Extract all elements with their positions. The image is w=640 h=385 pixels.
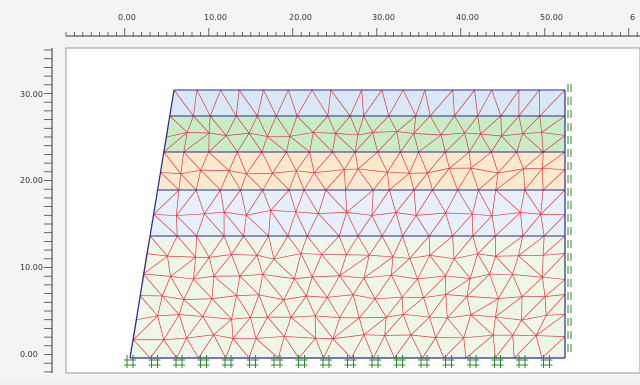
soil-layer-5[interactable] xyxy=(130,236,565,358)
soil-layer-3[interactable] xyxy=(158,152,565,190)
ruler-y-label-20: 20.00 xyxy=(20,176,43,185)
soil-layer-1[interactable] xyxy=(170,90,565,116)
ruler-x-label-30: 30.00 xyxy=(372,13,395,22)
ruler-x-label-60: 6 xyxy=(630,13,635,22)
ruler-y-label-10: 10.00 xyxy=(20,263,43,272)
ruler-x-label-50: 50.00 xyxy=(540,13,563,22)
ruler-x-label-20: 20.00 xyxy=(289,13,312,22)
ruler-x-label-0: 0.00 xyxy=(118,13,136,22)
ruler-x-label-40: 40.00 xyxy=(456,13,479,22)
ruler-x-label-10: 10.00 xyxy=(204,13,227,22)
ruler-y-label-30: 30.00 xyxy=(20,90,43,99)
ruler-y-label-0: 0.00 xyxy=(20,350,38,359)
